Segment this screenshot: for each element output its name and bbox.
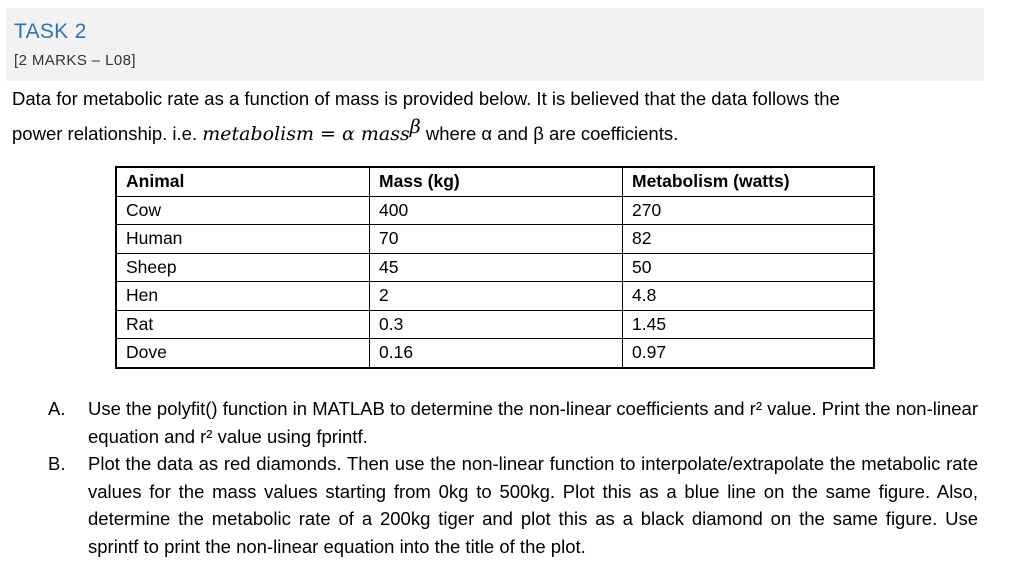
cell-mass: 400: [369, 195, 623, 225]
table-row: Dove 0.16 0.97: [115, 338, 875, 369]
table-row: Hen 2 4.8: [115, 281, 875, 311]
question-item: A. Use the polyfit() function in MATLAB …: [48, 395, 978, 450]
question-letter: A.: [48, 398, 66, 419]
task-header: TASK 2 [2 MARKS – L08]: [6, 8, 984, 81]
header-metabolism: Metabolism (watts): [622, 166, 875, 197]
cell-metabolism: 82: [622, 224, 875, 254]
task-title: TASK 2: [14, 20, 87, 43]
cell-metabolism: 270: [622, 195, 875, 225]
question-letter: B.: [48, 453, 66, 474]
equation-equals: =: [314, 123, 342, 146]
table-header-row: Animal Mass (kg) Metabolism (watts): [115, 166, 875, 197]
cell-metabolism: 1.45: [622, 309, 875, 339]
header-mass: Mass (kg): [369, 166, 623, 197]
table-row: Rat 0.3 1.45: [115, 309, 875, 339]
question-item: B. Plot the data as red diamonds. Then u…: [48, 450, 978, 560]
metabolism-table: Animal Mass (kg) Metabolism (watts) Cow …: [115, 166, 875, 369]
intro-paragraph: Data for metabolic rate as a function of…: [12, 84, 1002, 149]
task-marks: [2 MARKS – L08]: [14, 52, 136, 69]
intro-line-1: Data for metabolic rate as a function of…: [12, 88, 840, 109]
cell-animal: Dove: [115, 338, 370, 369]
intro-line-2-suffix: where α and β are coefficients.: [420, 123, 679, 145]
table-row: Sheep 45 50: [115, 252, 875, 282]
question-text: Plot the data as red diamonds. Then use …: [88, 453, 978, 557]
cell-mass: 45: [369, 252, 623, 282]
equation-exponent: β: [409, 116, 421, 138]
cell-metabolism: 0.97: [622, 338, 875, 369]
header-animal: Animal: [115, 166, 370, 197]
intro-line-2-prefix: power relationship. i.e.: [12, 123, 203, 145]
cell-metabolism: 50: [622, 252, 875, 282]
cell-metabolism: 4.8: [622, 281, 875, 311]
cell-mass: 0.3: [369, 309, 623, 339]
cell-mass: 0.16: [369, 338, 623, 369]
question-text: Use the polyfit() function in MATLAB to …: [88, 398, 978, 447]
cell-animal: Human: [115, 224, 370, 254]
cell-animal: Cow: [115, 195, 370, 225]
cell-animal: Sheep: [115, 252, 370, 282]
intro-line-2: power relationship. i.e. metabolism = α …: [12, 113, 1002, 149]
table-row: Human 70 82: [115, 224, 875, 254]
equation-lhs: metabolism: [202, 123, 314, 146]
cell-animal: Hen: [115, 281, 370, 311]
equation-rhs: α mass: [342, 123, 410, 146]
question-list: A. Use the polyfit() function in MATLAB …: [48, 395, 978, 560]
cell-animal: Rat: [115, 309, 370, 339]
cell-mass: 70: [369, 224, 623, 254]
table-row: Cow 400 270: [115, 195, 875, 225]
cell-mass: 2: [369, 281, 623, 311]
